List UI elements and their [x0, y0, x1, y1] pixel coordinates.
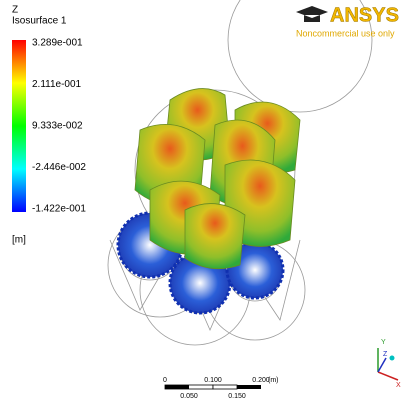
legend-variable: Isosurface 1	[12, 16, 67, 27]
legend-label: -1.422e-001	[32, 204, 86, 215]
triad	[377, 348, 399, 381]
legend-label: 2.111e-001	[32, 79, 82, 90]
legend-label: 9.333e-002	[32, 121, 83, 132]
logo-name: ANSYS	[330, 4, 399, 26]
triad-label: X	[396, 382, 401, 389]
scale-label: 0.100	[204, 377, 222, 384]
legend-unit: [m]	[12, 235, 26, 246]
scale-label: 0	[163, 377, 167, 384]
logo-note: Noncommercial use only	[296, 28, 395, 38]
scale-unit: (m)	[268, 377, 279, 384]
legend-title: Z	[12, 5, 18, 16]
isosurface	[134, 88, 301, 270]
triad-label: Y	[381, 339, 386, 346]
scale-label: 0.150	[228, 393, 246, 400]
scale-bar	[164, 384, 261, 390]
scale-label: 0.200	[252, 377, 270, 384]
logo-icon	[296, 6, 328, 22]
legend-label: 3.289e-001	[32, 38, 83, 49]
scale-label: 0.050	[180, 393, 198, 400]
colorbar	[12, 40, 26, 212]
triad-label: Z	[383, 351, 388, 358]
legend-label: -2.446e-002	[32, 162, 86, 173]
